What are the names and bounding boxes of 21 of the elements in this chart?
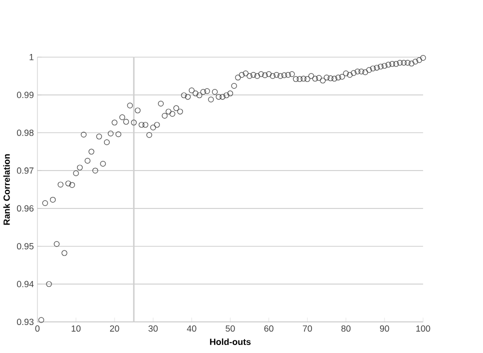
- x-tick-label: 0: [35, 325, 40, 332]
- y-tick-label: 0.98: [16, 130, 34, 136]
- y-tick-label: 1: [30, 54, 34, 60]
- y-tick-label: 0.93: [16, 318, 34, 326]
- x-tick-label: 60: [264, 325, 274, 332]
- y-tick-label: 0.96: [16, 205, 34, 212]
- x-tick-label: 40: [186, 325, 196, 332]
- x-tick-label: 100: [416, 325, 430, 332]
- x-tick-label: 70: [302, 325, 312, 332]
- y-tick-label: 0.95: [16, 243, 34, 250]
- x-axis-title: Hold-outs: [210, 338, 251, 346]
- x-tick-label: 20: [110, 325, 120, 332]
- y-tick-label: 0.99: [16, 92, 34, 98]
- x-tick-label: 10: [72, 325, 81, 332]
- x-tick-label: 30: [148, 325, 158, 332]
- y-axis-title: Rank Correlation: [3, 154, 10, 225]
- y-tick-label: 0.97: [16, 168, 34, 174]
- y-tick-label: 0.94: [16, 281, 34, 288]
- x-tick-label: 80: [341, 325, 351, 332]
- x-tick-label: 90: [380, 325, 390, 332]
- x-tick-label: 50: [226, 325, 235, 332]
